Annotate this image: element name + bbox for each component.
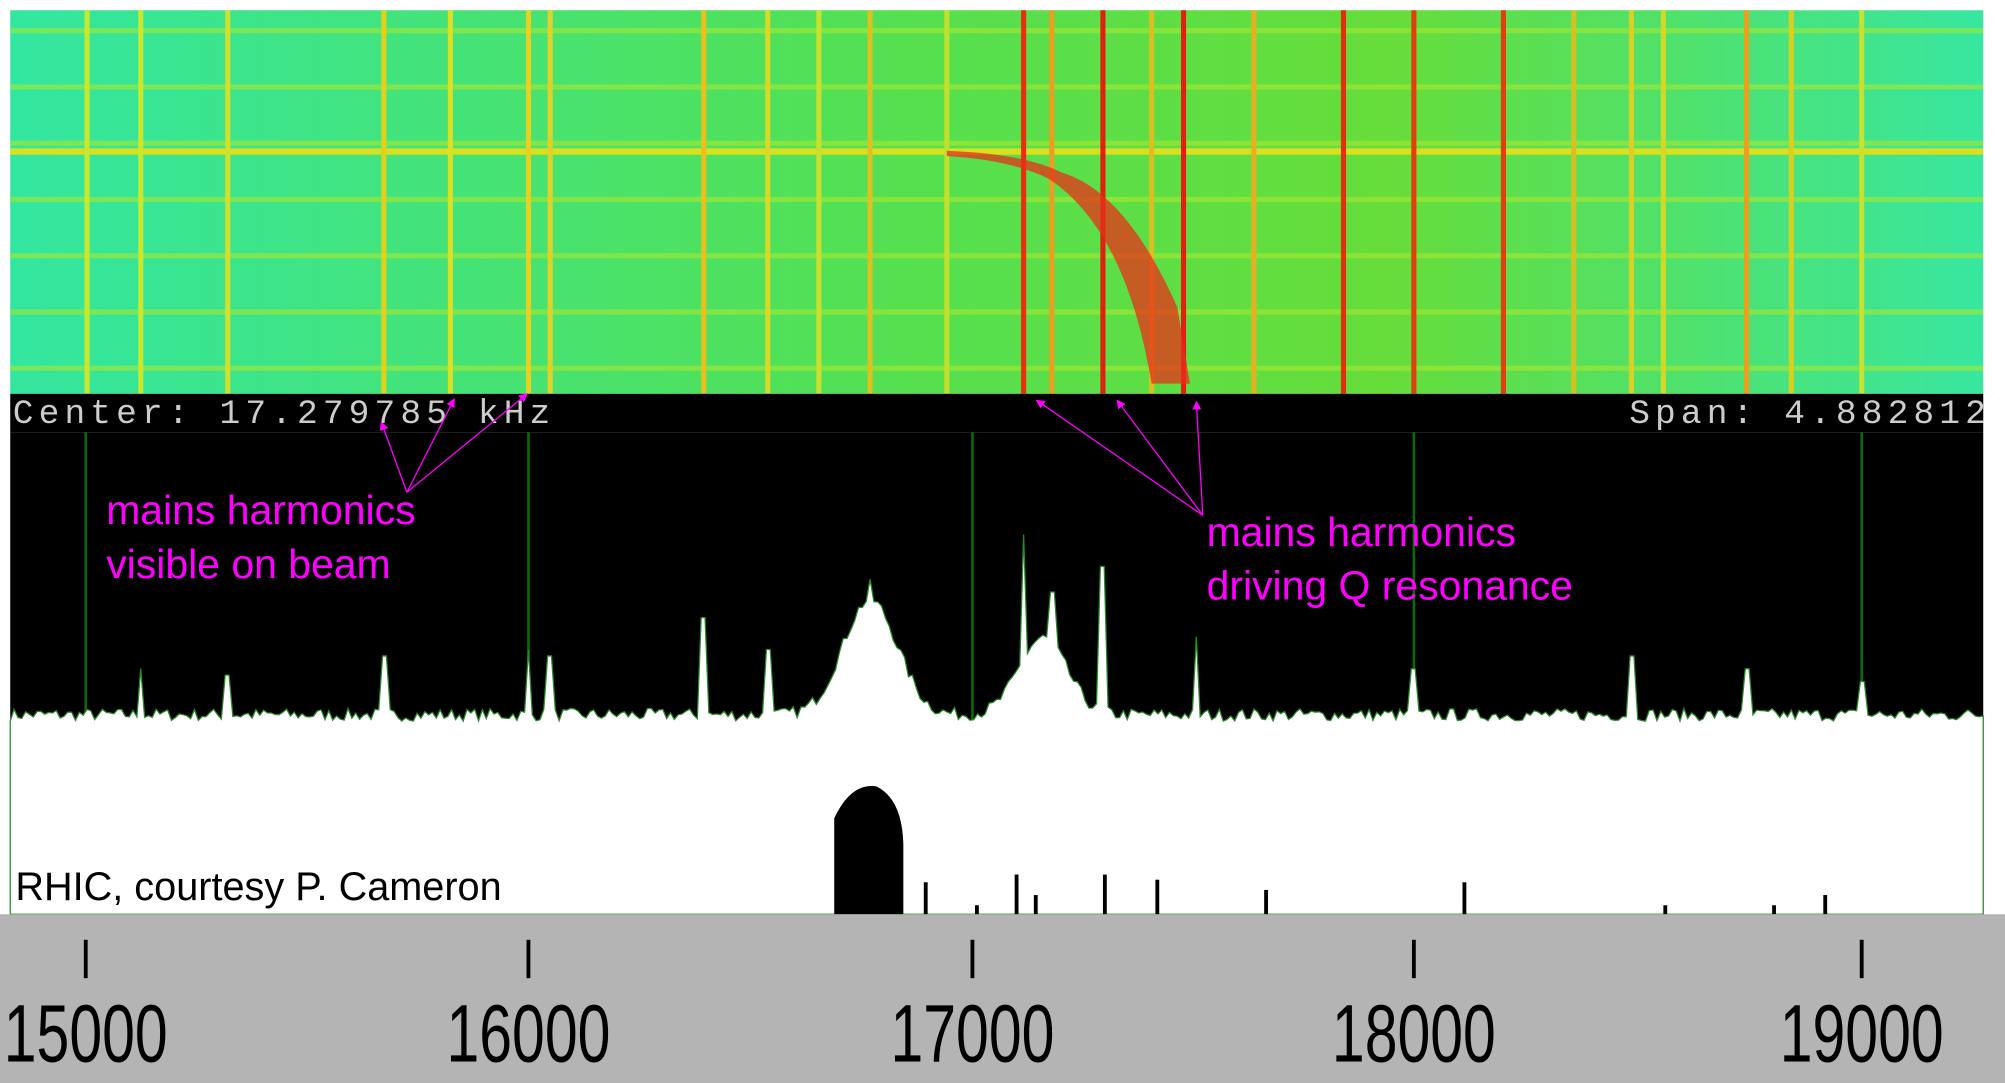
- arrow: [1192, 400, 1204, 516]
- waterfall-line: [816, 10, 822, 394]
- annotation-line: mains harmonics: [106, 487, 415, 533]
- arrow: [406, 398, 455, 493]
- center-label: Center: 17.279785 kHz: [13, 395, 556, 434]
- spectrum-panel: [10, 432, 1984, 727]
- waterfall-line: [447, 10, 453, 394]
- waterfall-band: [10, 140, 1984, 146]
- waterfall-band: [10, 84, 1984, 90]
- waterfall-band: [10, 365, 1984, 371]
- arrow: [1116, 399, 1204, 516]
- tick-label: 17000: [890, 988, 1054, 1080]
- arrow: [379, 421, 408, 493]
- tick-label: 15000: [4, 988, 168, 1080]
- spectrum-spike: [1663, 905, 1668, 915]
- waterfall-line: [1340, 10, 1347, 394]
- spectrum-spike: [974, 905, 979, 915]
- waterfall-line: [84, 10, 90, 394]
- spectrum-spike: [1014, 874, 1019, 915]
- span-label: Span: 4.882812: [1629, 395, 1991, 434]
- status-bar: [10, 393, 1984, 433]
- waterfall-line: [1049, 10, 1055, 394]
- waterfall-line: [1021, 10, 1027, 394]
- annotation-line: visible on beam: [106, 541, 390, 587]
- credit: RHIC, courtesy P. Cameron: [15, 865, 501, 909]
- arrows: [379, 393, 1204, 516]
- waterfall-line: [1149, 10, 1155, 394]
- axis: 15000 16000 17000 18000 19000: [4, 939, 1944, 1080]
- waterfall-line: [1571, 10, 1577, 394]
- waterfall-line: [701, 10, 707, 394]
- waterfall-line: [225, 10, 231, 394]
- waterfall-resonance: [946, 150, 1190, 384]
- waterfall-line: [138, 10, 144, 394]
- waterfall-line: [867, 10, 873, 394]
- annotation-line: mains harmonics: [1207, 509, 1516, 555]
- waterfall-line: [1743, 10, 1750, 394]
- waterfall-band: [10, 309, 1984, 315]
- spectrum-spike: [923, 882, 928, 915]
- spectrum-spike: [1772, 905, 1776, 915]
- arrow: [406, 393, 528, 493]
- waterfall-band: [10, 148, 1984, 155]
- spectrum-spike: [1102, 874, 1107, 915]
- spectrum-spike: [1823, 895, 1828, 915]
- waterfall-band: [10, 253, 1984, 259]
- axis-panel: [0, 914, 2005, 1083]
- arrow: [1035, 399, 1204, 516]
- tick-label: 18000: [1332, 988, 1496, 1080]
- annotation-line: driving Q resonance: [1207, 563, 1573, 609]
- waterfall-line: [1660, 10, 1666, 394]
- waterfall-band: [10, 196, 1984, 203]
- waterfall-line: [1180, 10, 1187, 394]
- waterfall-line: [1411, 10, 1417, 394]
- waterfall-line: [1628, 10, 1634, 394]
- waterfall-line: [1788, 10, 1794, 394]
- waterfall-line: [525, 10, 531, 394]
- waterfall-line: [1859, 10, 1865, 394]
- waterfall-line: [1500, 10, 1506, 394]
- waterfall: [10, 10, 1984, 394]
- waterfall-line: [547, 10, 553, 394]
- spectrum-blob: [834, 785, 904, 915]
- waterfall-line: [944, 10, 950, 394]
- waterfall-band: [10, 28, 1984, 34]
- spectrum-trace: [9, 534, 1984, 915]
- tick-label: 16000: [446, 988, 610, 1080]
- waterfall-line: [381, 10, 387, 394]
- spectrum-spike: [1462, 882, 1467, 915]
- spectrum: [9, 432, 1984, 915]
- spectrum-spike: [1033, 895, 1038, 915]
- tick-label: 19000: [1780, 988, 1944, 1080]
- waterfall-line: [1251, 10, 1257, 394]
- waterfall-line: [765, 10, 771, 394]
- spectrum-spike: [1264, 889, 1268, 915]
- spectrum-spike: [1155, 879, 1160, 915]
